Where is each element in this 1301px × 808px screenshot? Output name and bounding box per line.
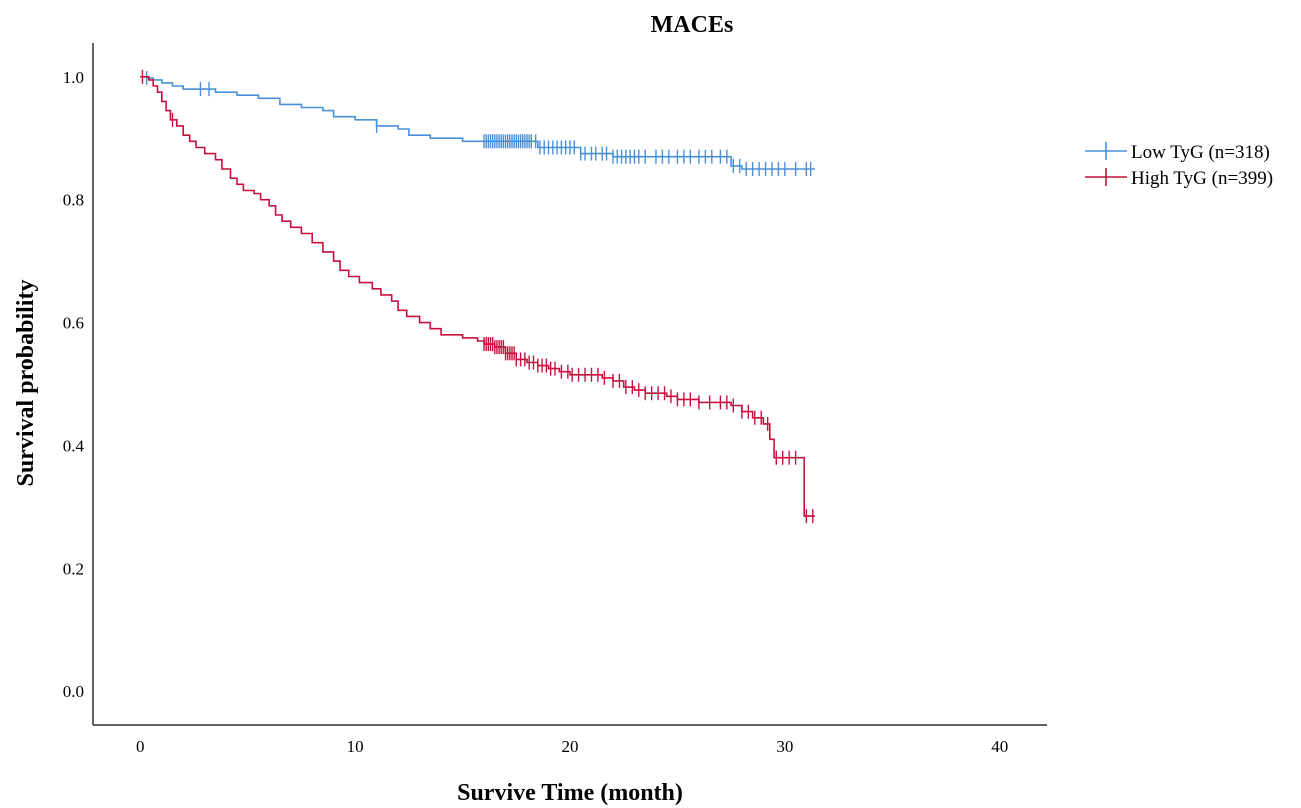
survival-curve-line bbox=[140, 76, 815, 517]
series-high-tyg bbox=[140, 69, 815, 524]
axes: 0 10 20 30 40 0.0 0.2 0.4 0.6 0.8 1.0 bbox=[63, 43, 1047, 756]
legend-label: Low TyG (n=318) bbox=[1131, 142, 1270, 163]
x-axis-label: Survive Time (month) bbox=[457, 780, 683, 806]
x-tick-label: 40 bbox=[991, 737, 1008, 756]
x-tick-label: 30 bbox=[776, 737, 793, 756]
legend-item: High TyG (n=399) bbox=[1085, 168, 1273, 189]
y-tick-label: 1.0 bbox=[63, 68, 84, 87]
legend-item: Low TyG (n=318) bbox=[1085, 142, 1270, 163]
y-tick-label: 0.2 bbox=[63, 559, 84, 578]
y-tick-label: 0.6 bbox=[63, 314, 84, 333]
x-tick-label: 10 bbox=[347, 737, 364, 756]
survival-curve-line bbox=[140, 76, 815, 170]
y-axis-label: Survival probability bbox=[13, 280, 39, 487]
legend-label: High TyG (n=399) bbox=[1131, 168, 1273, 189]
y-tick-label: 0.0 bbox=[63, 682, 84, 701]
y-tick-label: 0.8 bbox=[63, 191, 84, 210]
chart-title: MACEs bbox=[651, 12, 734, 38]
x-tick-label: 20 bbox=[562, 737, 579, 756]
y-tick-label: 0.4 bbox=[63, 436, 85, 455]
series-layer bbox=[140, 69, 815, 524]
series-low-tyg bbox=[140, 71, 815, 176]
x-tick-label: 0 bbox=[136, 737, 145, 756]
legend: Low TyG (n=318) High TyG (n=399) bbox=[1085, 142, 1273, 189]
